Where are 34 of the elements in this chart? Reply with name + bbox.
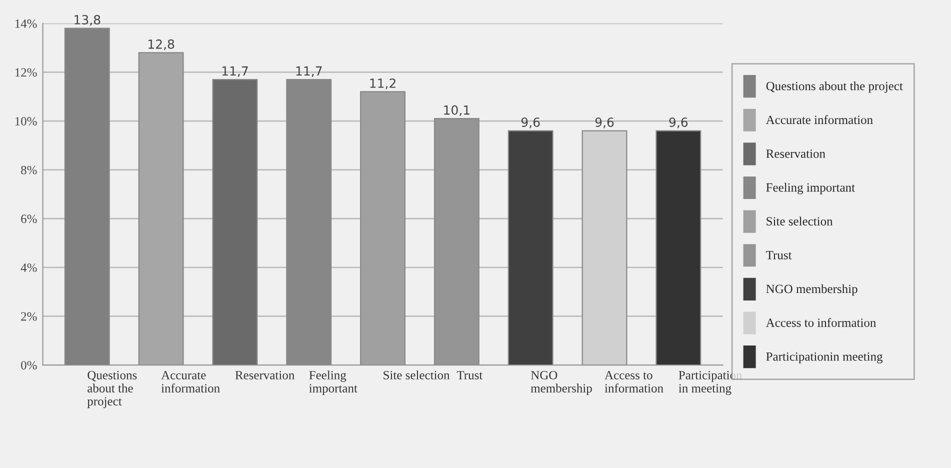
x-tick-label: Access to information bbox=[604, 371, 664, 392]
y-tick-label: 10% bbox=[15, 117, 37, 126]
y-tick-label: 8% bbox=[21, 166, 37, 174]
data-label: 11,2 bbox=[370, 78, 396, 90]
x-tick-label: Site selection bbox=[384, 370, 450, 380]
legend-label: Reservation bbox=[766, 149, 826, 158]
y-tick-label: 4% bbox=[20, 263, 37, 272]
data-label: 10,1 bbox=[444, 105, 470, 116]
data-label: 11,7 bbox=[222, 66, 248, 77]
y-tick-label: 0% bbox=[21, 361, 37, 370]
legend-label: Feeling important bbox=[766, 182, 855, 194]
legend-label: Trust bbox=[766, 251, 792, 260]
y-tick-label: 2% bbox=[21, 312, 37, 321]
y-tick-label: 14% bbox=[15, 19, 37, 28]
x-tick-label: Questions about the project bbox=[87, 370, 137, 408]
y-tick-label: 6% bbox=[21, 214, 37, 224]
legend-label: Access to information bbox=[766, 318, 876, 327]
data-label: 9,6 bbox=[521, 118, 540, 128]
data-label: 9,6 bbox=[595, 118, 614, 128]
legend-label: Participationin meeting bbox=[766, 352, 883, 364]
x-tick-label: Feeling important bbox=[309, 370, 358, 396]
x-tick-label: NGO membership bbox=[530, 370, 592, 395]
data-label: 13,8 bbox=[74, 15, 100, 26]
x-tick-label: Trust bbox=[456, 371, 483, 380]
data-label: 12,8 bbox=[148, 39, 174, 50]
y-tick-label: 12% bbox=[15, 68, 37, 77]
x-tick-label: Reservation bbox=[235, 370, 294, 380]
x-tick-label: Accurate information bbox=[161, 371, 220, 392]
legend-label: NGO membership bbox=[766, 284, 858, 296]
legend-label: Accurate information bbox=[766, 115, 873, 124]
data-label: 11,7 bbox=[296, 66, 322, 77]
legend-label: Site selection bbox=[766, 216, 833, 226]
data-label: 9,6 bbox=[669, 118, 688, 128]
legend-label: Questions about the project bbox=[766, 81, 903, 93]
